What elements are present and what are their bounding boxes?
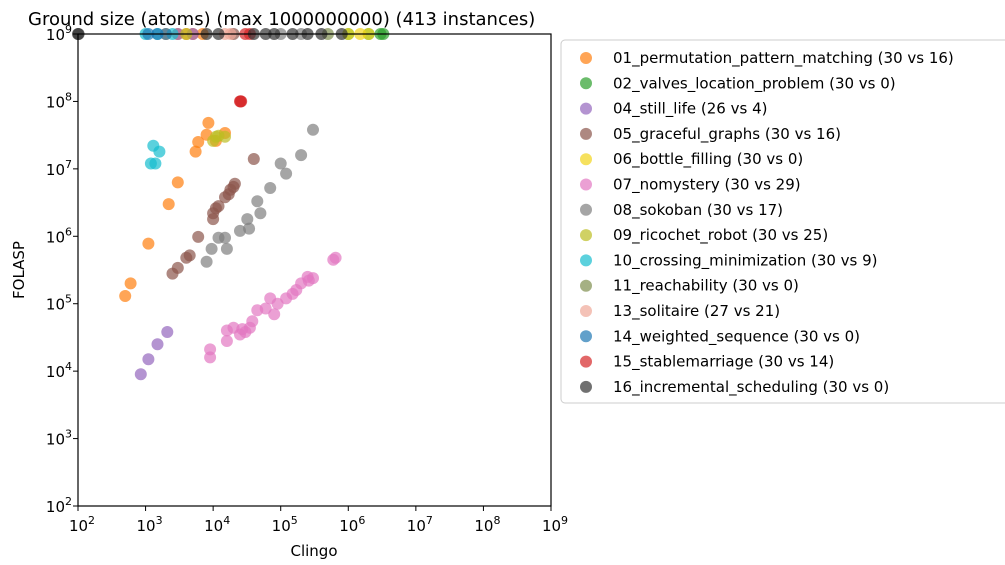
data-point [259,302,272,315]
legend-entry: 05_graceful_graphs (30 vs 16) [613,125,841,144]
data-point [171,261,184,274]
tick-label: 103 [46,428,72,449]
legend-marker [580,52,592,64]
tick-label: 105 [272,514,298,535]
tick-label: 107 [46,158,72,179]
data-point [234,224,246,237]
plot-area-frame [77,33,552,507]
y-axis-label: FOLASP [10,241,28,299]
tick-label: 106 [339,514,365,535]
data-point [228,177,241,190]
data-point [189,145,202,158]
data-point [205,242,218,255]
data-point [151,338,164,351]
data-point [329,251,342,264]
tick-label: 109 [46,23,72,44]
data-point [192,136,205,148]
data-point [254,207,267,220]
tick-label: 108 [46,90,72,111]
data-point [295,149,308,162]
data-point [202,116,215,129]
data-point [220,242,233,255]
data-point [280,167,293,180]
legend-marker [580,229,592,242]
legend-entry: 14_weighted_sequence (30 vs 0) [613,327,860,346]
legend-entry: 11_reachability (30 vs 0) [613,277,799,296]
tick-label: 104 [204,514,230,535]
legend-entry: 13_solitaire (27 vs 21) [613,302,780,321]
data-point [219,130,231,143]
legend-entry: 06_bottle_filling (30 vs 0) [613,150,803,169]
data-point [241,213,254,226]
legend-marker [580,305,592,317]
data-point [119,290,132,302]
tick-label: 102 [69,514,95,535]
data-point [124,277,137,290]
data-point [153,145,166,158]
data-point [274,157,287,170]
data-point [219,231,231,244]
legend-entry: 07_nomystery (30 vs 29) [613,176,801,195]
legend-marker [580,127,592,140]
data-point [212,200,225,213]
tick-label: 107 [407,514,433,535]
chart-title: Ground size (atoms) (max 1000000000) (41… [28,9,535,30]
data-point [247,153,260,165]
data-point [204,343,217,356]
legend-marker [580,330,592,343]
data-point [142,353,155,366]
legend-marker [580,254,592,267]
axis-ticks: 102 103 104 105 106 107 108 109 102 103 104 105 106 1… [46,23,568,535]
data-point [192,230,205,243]
data-point [200,255,213,268]
data-point [142,237,155,250]
x-axis-label: Clingo [290,542,337,560]
tick-label: 104 [46,360,72,381]
legend: 01_permutation_pattern_matching (30 vs 1… [560,39,1005,404]
legend-entry: 09_ricochet_robot (30 vs 25) [613,226,828,245]
data-point [220,335,233,347]
tick-label: 105 [46,293,72,314]
legend-entry: 08_sokoban (30 vs 17) [613,201,783,220]
data-point [134,368,147,381]
legend-marker [580,102,592,115]
data-point [251,195,264,208]
tick-label: 106 [46,225,72,246]
legend-marker [580,178,592,191]
tick-label: 103 [137,514,163,535]
tick-label: 108 [474,514,500,535]
legend-box [560,39,1005,404]
legend-entry: 02_valves_location_problem (30 vs 0) [613,74,896,93]
data-point [268,308,281,321]
legend-marker [580,153,592,166]
data-point [161,326,174,338]
data-point [235,95,248,108]
legend-entry: 16_incremental_scheduling (30 vs 0) [613,378,889,397]
legend-entry: 10_crossing_minimization (30 vs 9) [613,251,878,270]
legend-marker [580,380,592,393]
tick-label: 102 [46,495,72,516]
data-point [162,198,175,211]
data-point [307,272,319,285]
legend-marker [580,279,592,292]
data-point [149,157,162,170]
legend-entry: 15_stablemarriage (30 vs 14) [613,353,834,372]
data-point [243,222,256,235]
legend-entry: 01_permutation_pattern_matching (30 vs 1… [613,49,954,68]
data-point [246,315,259,328]
legend-marker [580,355,592,368]
data-point [264,182,277,194]
legend-marker [580,203,592,216]
data-points [72,28,390,381]
data-point [307,123,319,136]
legend-entry: 04_still_life (26 vs 4) [613,100,767,119]
tick-label: 109 [542,514,568,535]
data-point [171,176,184,189]
legend-marker [580,77,592,90]
data-point [183,249,196,262]
